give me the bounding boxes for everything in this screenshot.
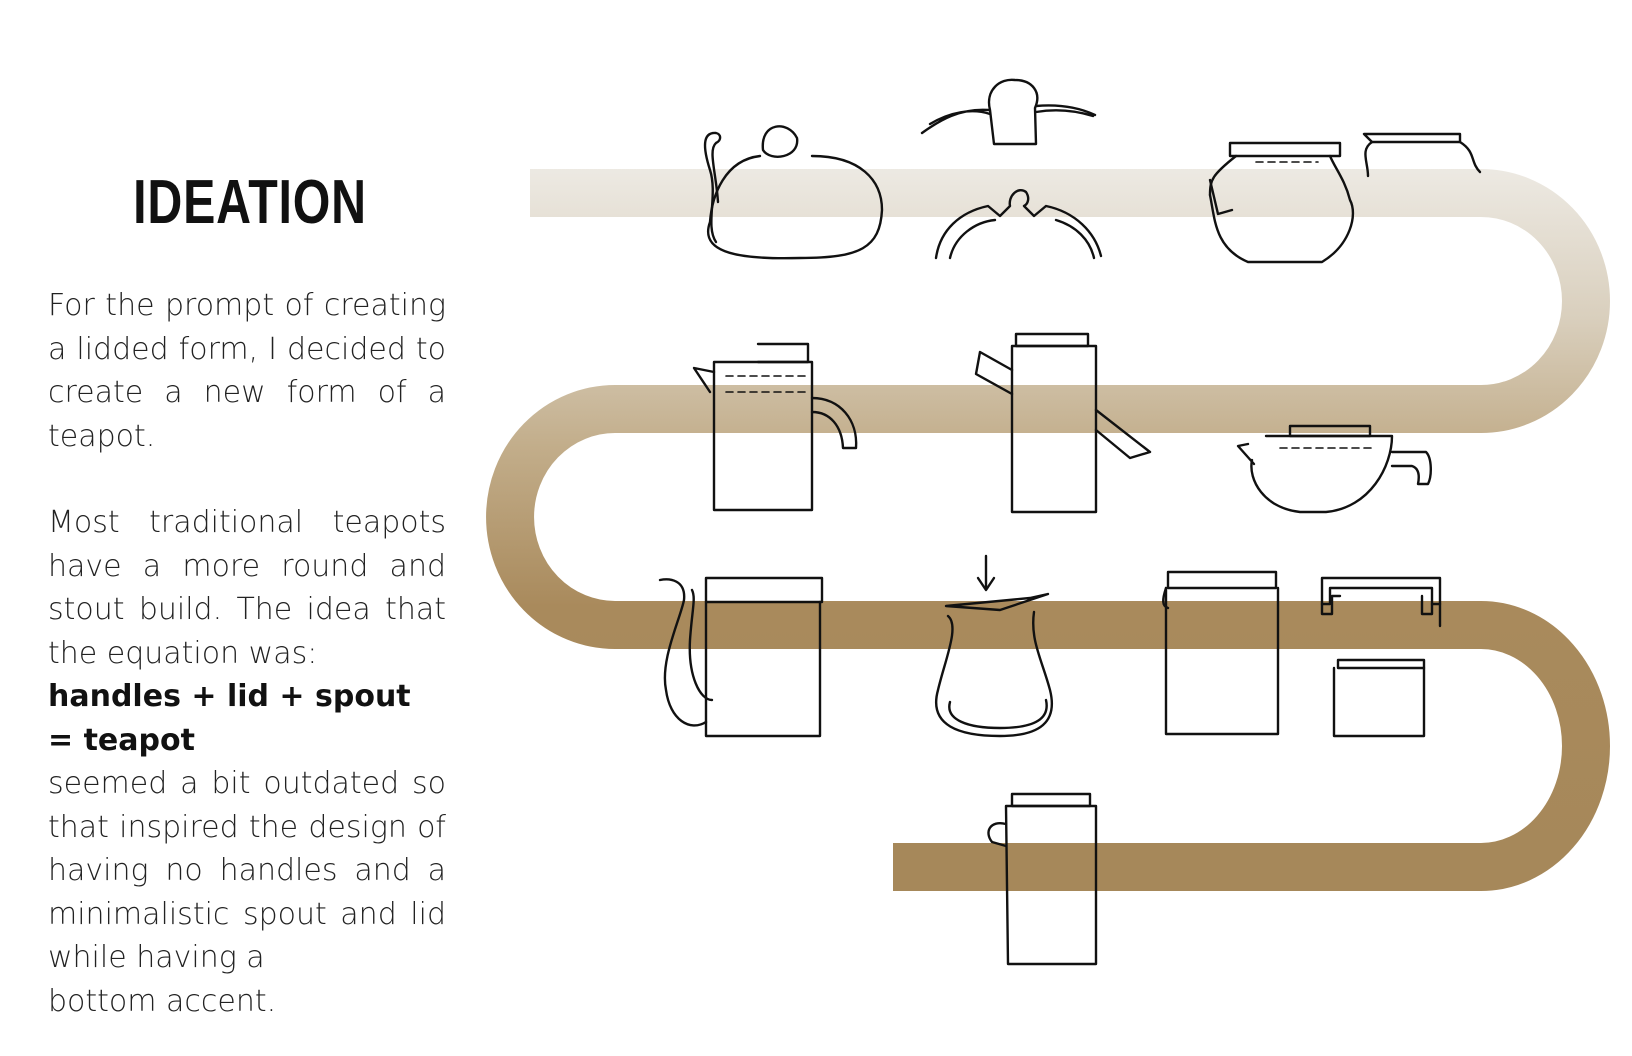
sketch-lid-cross-section bbox=[1320, 576, 1442, 738]
description: For the prompt of creating a lidded form… bbox=[48, 284, 446, 1023]
sketch-box-form bbox=[1162, 570, 1280, 736]
sketch-tall-jug-handle bbox=[692, 342, 858, 512]
sketch-cylinder-curved-spout bbox=[658, 576, 824, 738]
paragraph-design-end: bottom accent. bbox=[48, 983, 277, 1019]
paragraph-design: seemed a bit outdated so that inspired t… bbox=[48, 766, 446, 975]
page-title: IDEATION bbox=[133, 168, 367, 237]
equation-text: handles + lid + spout = teapot bbox=[48, 679, 411, 758]
sketch-final-design bbox=[987, 792, 1098, 966]
winding-path bbox=[486, 169, 1610, 891]
sketch-wide-teapot bbox=[1236, 424, 1432, 514]
sketch-tapered-pot bbox=[935, 554, 1053, 738]
sketch-lid-side bbox=[1362, 132, 1482, 178]
sketch-round-kettle bbox=[703, 125, 884, 260]
paragraph-intro: For the prompt of creating a lidded form… bbox=[48, 288, 446, 454]
sketch-lid-detail bbox=[920, 78, 1103, 260]
paragraph-traditional: Most traditional teapots have a more rou… bbox=[48, 505, 446, 671]
sketch-tall-vessel-spout bbox=[974, 332, 1152, 514]
sketch-squat-pot bbox=[1208, 141, 1355, 264]
